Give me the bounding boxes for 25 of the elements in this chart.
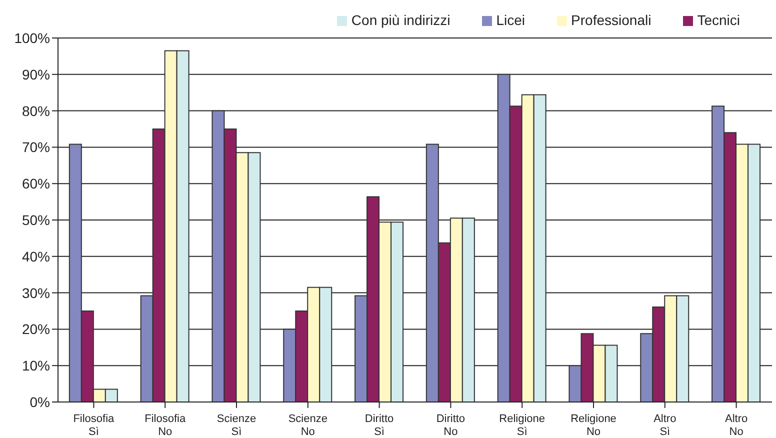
y-tick-label: 90% — [22, 66, 50, 82]
y-tick-label: 0% — [30, 394, 50, 410]
x-tick-label: Diritto Sì — [364, 413, 394, 438]
y-tick-label: 70% — [22, 139, 50, 156]
x-tick-label: Religione No — [570, 413, 616, 438]
y-tick-label: 100% — [14, 30, 50, 46]
x-tick-label: Altro Sì — [654, 413, 676, 438]
legend-label: Tecnici — [697, 12, 740, 28]
y-tick-label: 10% — [22, 358, 50, 374]
x-tick-label: Scienze Sì — [216, 413, 256, 438]
y-tick-label: 20% — [22, 321, 50, 338]
legend-label: Con più indirizzi — [351, 12, 450, 28]
x-tick-label: Altro No — [724, 413, 748, 438]
legend-label: Licei — [496, 12, 526, 28]
x-tick-label: Diritto No — [436, 413, 466, 438]
x-tick-label: Religione Sì — [499, 413, 546, 438]
x-tick-label: Filosofia No — [144, 413, 186, 438]
y-tick-label: 30% — [22, 284, 50, 301]
y-tick-label: 40% — [22, 248, 50, 264]
x-tick-label: Scienze No — [288, 413, 328, 438]
y-tick-label: 60% — [22, 176, 50, 192]
x-tick-label: Filosofia Sì — [73, 413, 116, 438]
legend-label: Professionali — [571, 12, 652, 28]
y-tick-label: 50% — [22, 212, 50, 228]
y-tick-label: 80% — [22, 102, 50, 119]
